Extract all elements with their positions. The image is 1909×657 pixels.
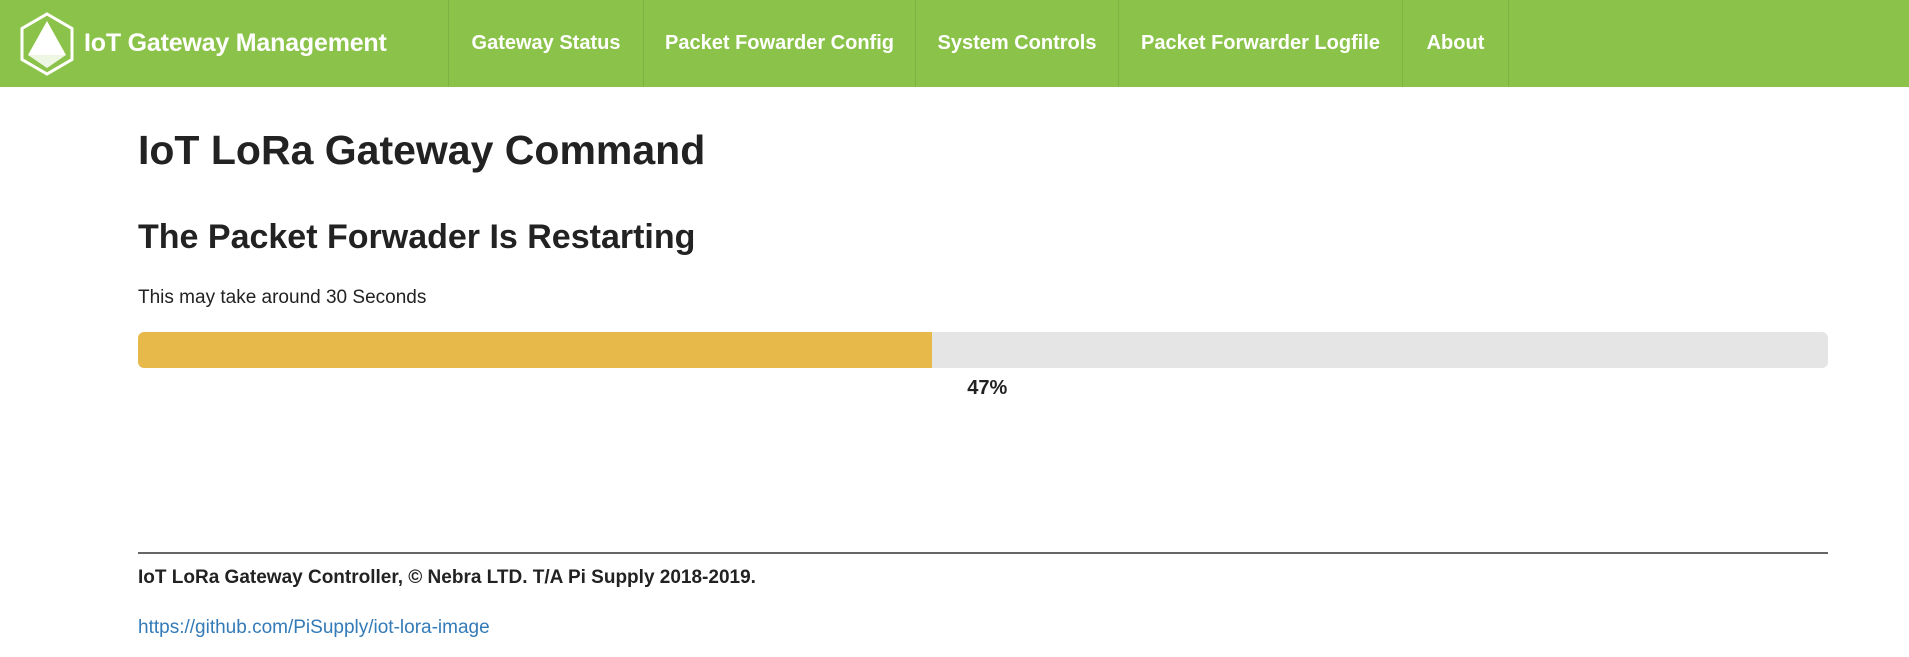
duration-note: This may take around 30 Seconds <box>138 287 427 308</box>
nav-item-system-controls[interactable]: System Controls <box>916 0 1119 87</box>
footer-divider <box>138 552 1828 554</box>
footer-github-link[interactable]: https://github.com/PiSupply/iot-lora-ima… <box>138 617 490 638</box>
status-heading: The Packet Forwader Is Restarting <box>138 218 696 256</box>
hexagon-logo-icon <box>20 11 74 76</box>
nav-item-about[interactable]: About <box>1403 0 1509 87</box>
progress-bar <box>138 332 1828 368</box>
nav-item-packet-fowarder-config[interactable]: Packet Fowarder Config <box>644 0 916 87</box>
footer-copyright: IoT LoRa Gateway Controller, © Nebra LTD… <box>138 567 756 588</box>
nav-item-gateway-status[interactable]: Gateway Status <box>449 0 644 87</box>
brand-title: IoT Gateway Management <box>84 29 387 57</box>
page-title: IoT LoRa Gateway Command <box>138 127 706 173</box>
progress-bar-fill <box>138 332 933 368</box>
nav-item-packet-forwarder-logfile[interactable]: Packet Forwarder Logfile <box>1119 0 1403 87</box>
brand-link[interactable]: IoT Gateway Management <box>0 0 449 87</box>
progress-percent-label: 47% <box>967 377 1008 399</box>
top-navbar: IoT Gateway Management Gateway Status Pa… <box>0 0 1909 87</box>
